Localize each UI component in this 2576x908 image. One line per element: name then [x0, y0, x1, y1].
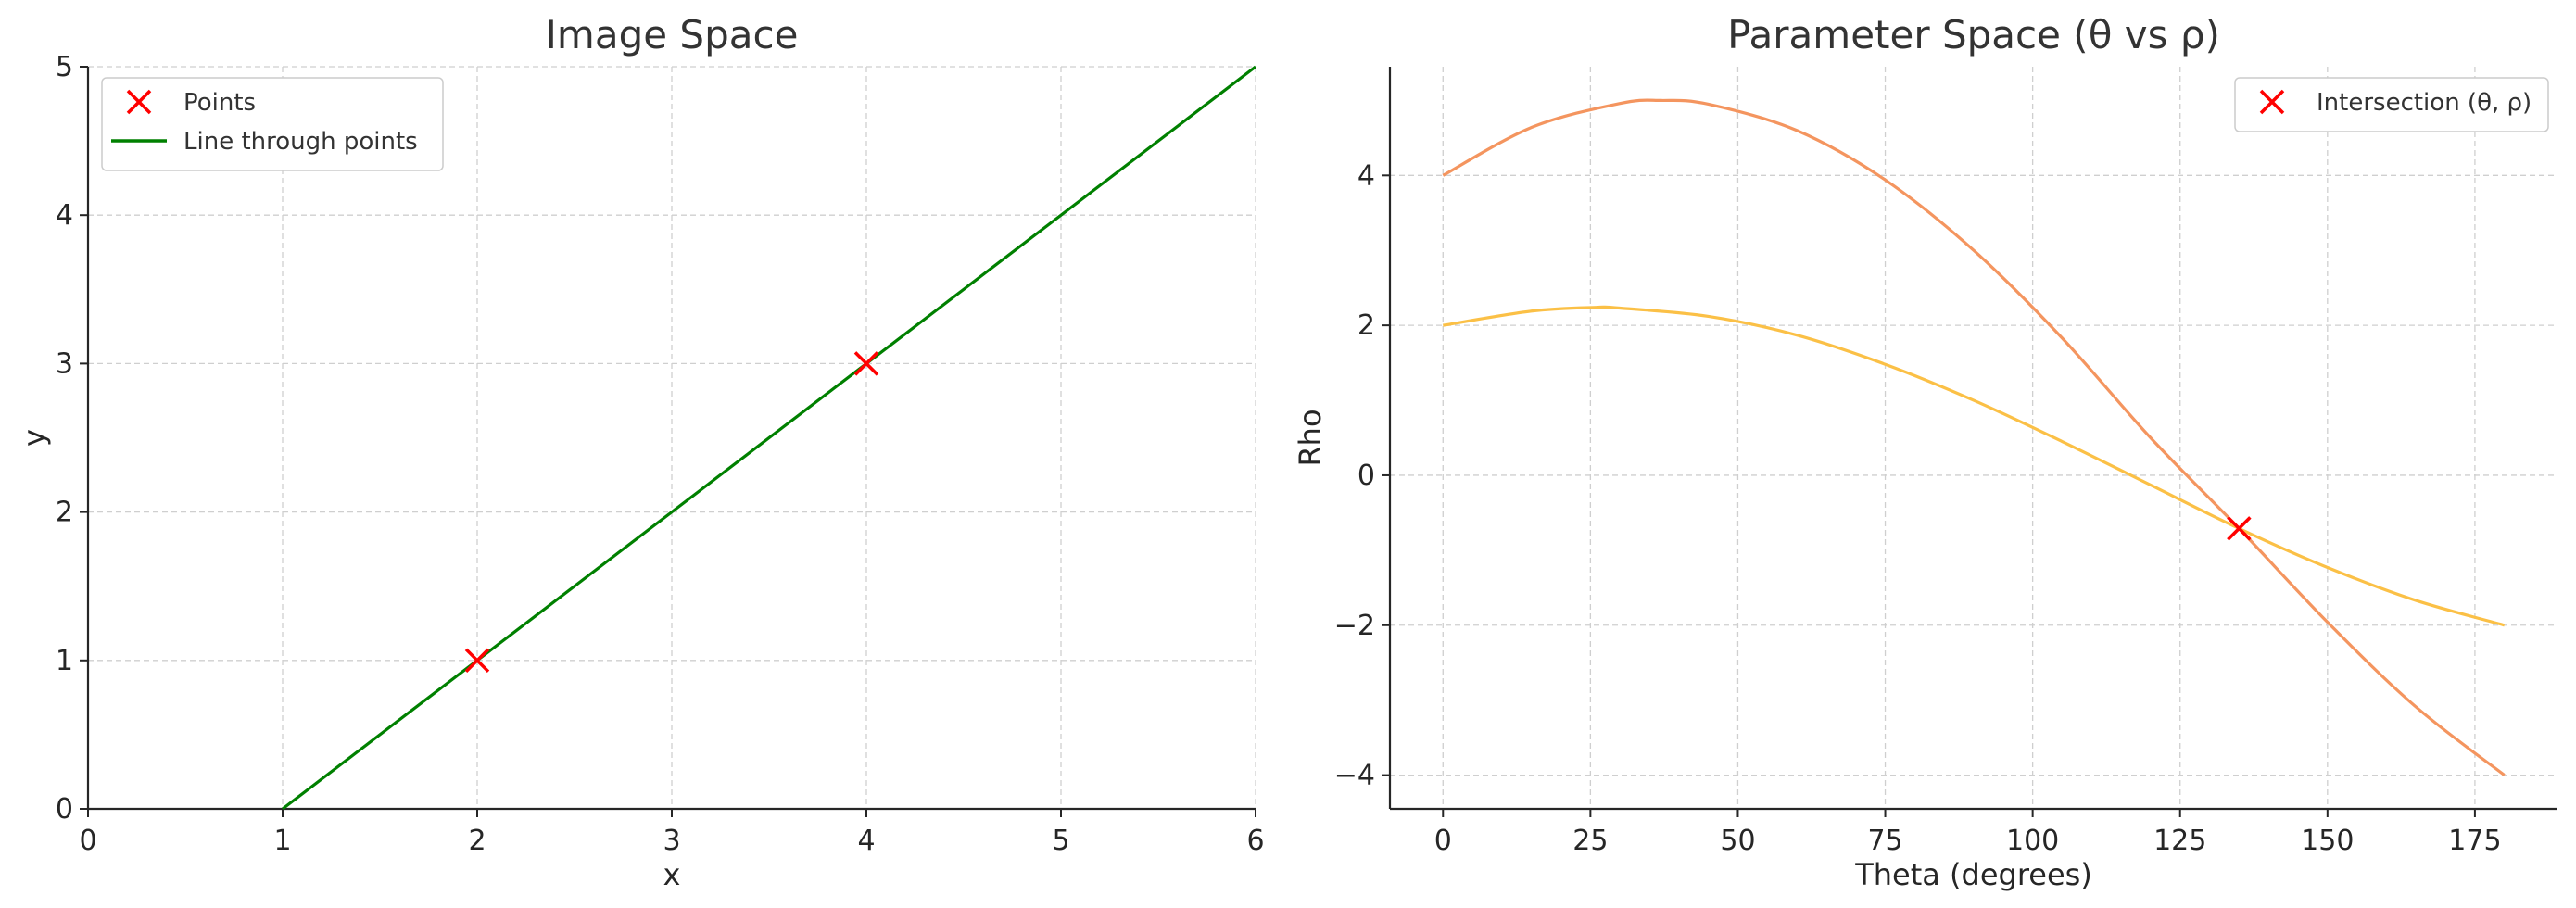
x-tick-label: 50 — [1720, 825, 1755, 857]
legend-label: Line through points — [183, 128, 418, 156]
legend: Intersection (θ, ρ) — [2234, 77, 2549, 132]
legend-label: Points — [183, 89, 256, 117]
series-line — [282, 65, 1256, 811]
x-tick-label: 5 — [1052, 825, 1069, 857]
y-tick-label: 2 — [56, 497, 73, 529]
legend-label: Intersection (θ, ρ) — [2317, 89, 2532, 117]
legend-frame — [101, 77, 444, 171]
legend-frame — [2234, 77, 2549, 132]
x-tick-label: 4 — [857, 825, 875, 857]
y-tick-label: 0 — [1357, 460, 1375, 492]
chart-title: Image Space — [546, 12, 799, 57]
x-tick-label: 150 — [2301, 825, 2354, 857]
y-tick-label: −2 — [1334, 610, 1375, 642]
data-point-x-marker — [2227, 516, 2252, 541]
x-axis-label: x — [663, 857, 681, 892]
y-tick-label: 5 — [56, 51, 73, 83]
x-tick-label: 0 — [79, 825, 96, 857]
x-tick-label: 1 — [273, 825, 291, 857]
marker-stroke — [853, 351, 879, 376]
data-point-x-marker — [464, 648, 490, 674]
legend-marker-x — [126, 89, 152, 115]
legend-marker-x — [2259, 89, 2285, 115]
x-tick-label: 125 — [2153, 825, 2206, 857]
y-tick-label: 0 — [56, 793, 73, 826]
x-axis-label: Theta (degrees) — [1854, 857, 2092, 892]
image-space-panel: 0 1 2 3 4 5 6 0 1 2 3 4 5 Image Space x y Points Line thr… — [17, 12, 1265, 892]
data-point-x-marker — [853, 351, 879, 376]
legend: Points Line through points — [101, 77, 444, 171]
x-tick-label: 175 — [2448, 825, 2501, 857]
y-tick-label: 3 — [56, 347, 73, 380]
series-line — [1442, 98, 2506, 776]
y-axis-label: Rho — [1293, 409, 1328, 466]
y-tick-label: 4 — [56, 199, 73, 232]
y-axis-label: y — [17, 429, 52, 447]
x-tick-label: 6 — [1246, 825, 1264, 857]
y-tick-label: −4 — [1334, 760, 1375, 792]
chart-title: Parameter Space (θ vs ρ) — [1727, 12, 2220, 57]
y-tick-label: 1 — [56, 645, 73, 677]
parameter-space-panel: 0 25 50 75 100 125 150 175 −4 −2 0 2 4 Parameter Spac… — [1293, 12, 2557, 892]
y-tick-label: 2 — [1357, 309, 1375, 342]
x-tick-label: 3 — [663, 825, 680, 857]
marker-stroke — [464, 648, 490, 674]
x-tick-label: 75 — [1867, 825, 1902, 857]
y-tick-label: 4 — [1357, 159, 1375, 192]
x-tick-label: 0 — [1434, 825, 1452, 857]
x-tick-label: 25 — [1572, 825, 1608, 857]
series-line — [1443, 305, 2506, 627]
marker-stroke — [2227, 516, 2252, 541]
x-tick-label: 100 — [2006, 825, 2059, 857]
x-tick-label: 2 — [468, 825, 486, 857]
